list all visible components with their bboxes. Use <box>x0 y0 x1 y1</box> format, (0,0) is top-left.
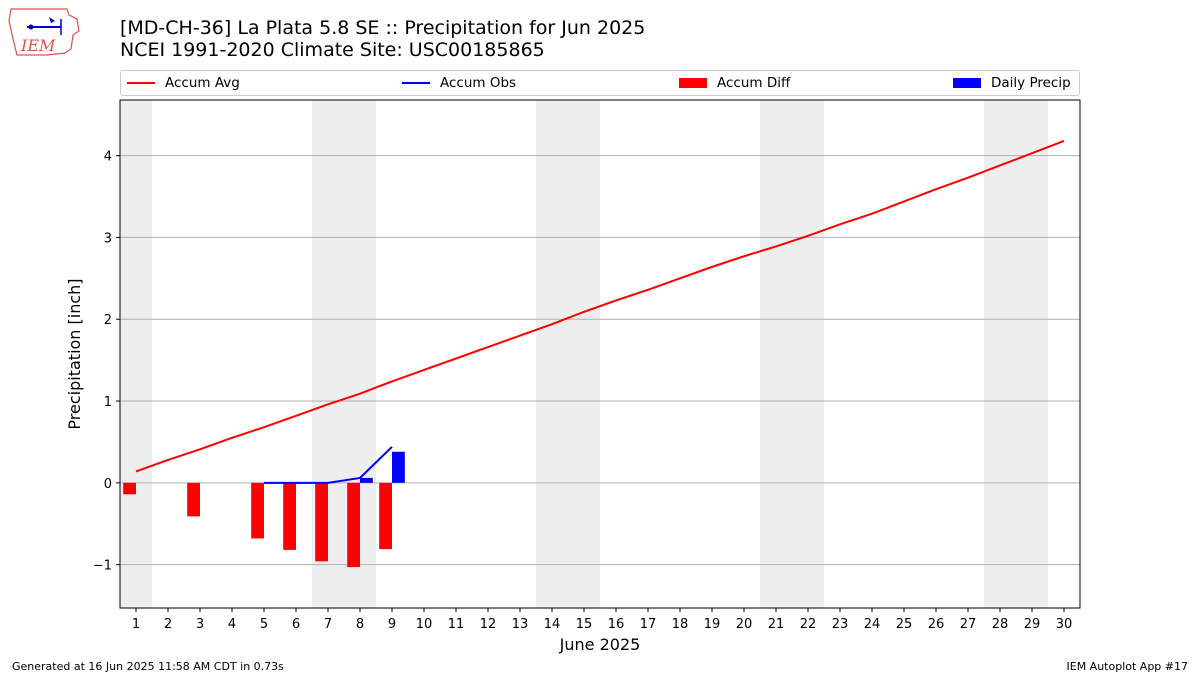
x-tick-label: 14 <box>544 617 561 632</box>
x-axis-label: June 2025 <box>559 635 641 654</box>
x-tick-label: 19 <box>704 617 721 632</box>
weekend-shade <box>120 100 152 608</box>
x-tick-label: 27 <box>960 617 977 632</box>
x-tick-label: 8 <box>356 617 364 632</box>
weekend-shade <box>984 100 1048 608</box>
legend-swatch-patch <box>679 78 707 88</box>
x-tick-label: 4 <box>228 617 236 632</box>
chart-legend: Accum Avg Accum Obs Accum Diff Daily Pre… <box>120 70 1080 96</box>
weekend-shade <box>760 100 824 608</box>
accum-diff-bar <box>123 482 136 495</box>
x-tick-label: 18 <box>672 617 689 632</box>
y-tick-label: 0 <box>104 477 112 492</box>
accum-diff-bar <box>283 482 296 550</box>
x-tick-label: 21 <box>768 617 785 632</box>
x-tick-label: 24 <box>864 617 881 632</box>
y-tick-label: 1 <box>104 395 112 410</box>
legend-swatch-patch <box>953 78 981 88</box>
x-tick-label: 16 <box>608 617 625 632</box>
legend-swatch-line <box>127 82 155 84</box>
accum-diff-bar <box>379 482 392 550</box>
x-tick-label: 9 <box>388 617 396 632</box>
y-tick-label: 2 <box>104 313 112 328</box>
legend-item-accum-obs: Accum Obs <box>402 71 516 95</box>
iem-logo: IEM <box>8 8 80 56</box>
plot-frame <box>119 99 1081 609</box>
x-tick-label: 3 <box>196 617 204 632</box>
legend-swatch-line <box>402 82 430 84</box>
x-tick-label: 2 <box>164 617 172 632</box>
x-tick-label: 12 <box>480 617 497 632</box>
accum-avg-line <box>135 139 1065 473</box>
legend-label: Accum Avg <box>165 75 240 91</box>
x-tick-label: 28 <box>992 617 1009 632</box>
accum-diff-bar <box>187 482 200 517</box>
autoplot-app-label: IEM Autoplot App #17 <box>1066 660 1189 673</box>
legend-label: Accum Obs <box>440 75 517 91</box>
x-tick-label: 20 <box>736 617 753 632</box>
generated-timestamp: Generated at 16 Jun 2025 11:58 AM CDT in… <box>12 660 284 673</box>
accum-diff-bar <box>347 482 360 568</box>
svg-text:IEM: IEM <box>20 36 56 55</box>
y-tick-label: 4 <box>104 150 112 165</box>
x-tick-label: 17 <box>640 617 657 632</box>
x-tick-label: 13 <box>512 617 529 632</box>
legend-item-daily-precip: Daily Precip <box>953 71 1071 95</box>
x-tick-label: 15 <box>576 617 593 632</box>
daily-precip-bar <box>392 451 405 483</box>
x-tick-label: 22 <box>800 617 817 632</box>
y-tick-label: −1 <box>93 559 112 574</box>
x-tick-label: 26 <box>928 617 945 632</box>
x-tick-label: 29 <box>1024 617 1041 632</box>
accum-diff-bar <box>251 482 264 539</box>
legend-label: Daily Precip <box>991 75 1071 91</box>
x-tick-label: 6 <box>292 617 300 632</box>
accum-obs-line <box>264 446 393 484</box>
daily-precip-bar <box>360 477 373 483</box>
x-tick-label: 1 <box>132 617 140 632</box>
legend-item-accum-diff: Accum Diff <box>679 71 790 95</box>
chart-title-line-1: [MD-CH-36] La Plata 5.8 SE :: Precipitat… <box>120 17 646 39</box>
weekend-shade <box>536 100 600 608</box>
legend-item-accum-avg: Accum Avg <box>127 71 240 95</box>
legend-label: Accum Diff <box>717 75 791 91</box>
y-axis-label: Precipitation [inch] <box>65 278 84 429</box>
x-tick-label: 11 <box>448 617 465 632</box>
x-tick-label: 25 <box>896 617 913 632</box>
x-tick-label: 23 <box>832 617 849 632</box>
x-tick-label: 10 <box>416 617 433 632</box>
x-tick-label: 5 <box>260 617 268 632</box>
x-tick-label: 30 <box>1056 617 1073 632</box>
chart-title-line-2: NCEI 1991-2020 Climate Site: USC00185865 <box>120 39 545 61</box>
x-tick-label: 7 <box>324 617 332 632</box>
accum-diff-bar <box>315 482 328 562</box>
y-tick-label: 3 <box>104 231 112 246</box>
